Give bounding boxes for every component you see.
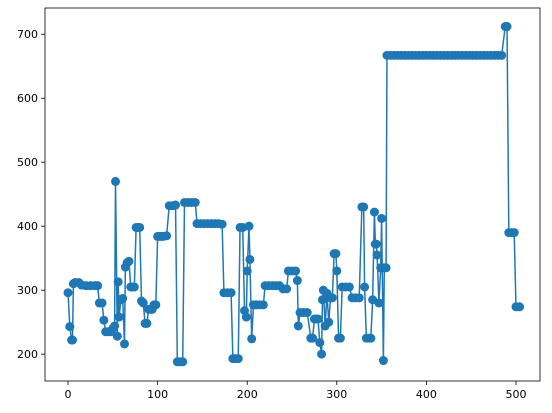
marker — [258, 300, 268, 310]
marker — [65, 322, 75, 332]
marker — [360, 282, 370, 292]
marker — [335, 333, 345, 343]
marker — [226, 288, 236, 298]
marker — [317, 349, 327, 359]
marker — [331, 249, 341, 259]
marker — [308, 333, 318, 343]
marker — [68, 335, 78, 345]
marker — [366, 333, 376, 343]
marker — [171, 200, 181, 210]
y-tick-label: 400 — [17, 220, 38, 233]
marker — [241, 312, 251, 322]
y-tick-label: 600 — [17, 92, 38, 105]
marker — [317, 295, 327, 305]
marker — [114, 312, 124, 322]
marker — [369, 207, 379, 217]
x-tick-label: 200 — [237, 388, 258, 401]
marker — [293, 321, 303, 331]
marker — [497, 50, 507, 60]
marker — [111, 176, 121, 186]
marker — [244, 221, 254, 231]
marker — [129, 282, 139, 292]
marker — [63, 288, 73, 298]
marker — [124, 256, 134, 266]
plot-frame — [44, 7, 541, 382]
marker — [190, 197, 200, 207]
marker — [374, 298, 384, 308]
marker — [292, 276, 302, 286]
marker — [99, 315, 109, 325]
marker — [242, 266, 252, 276]
marker — [324, 317, 334, 327]
marker — [142, 318, 152, 328]
marker — [302, 308, 312, 318]
y-tick-label: 700 — [17, 28, 38, 41]
marker — [282, 284, 292, 294]
marker — [327, 293, 337, 303]
x-tick-label: 0 — [65, 388, 72, 401]
marker — [135, 222, 145, 232]
marker — [377, 213, 387, 223]
marker — [118, 293, 128, 303]
marker — [247, 334, 257, 344]
marker — [509, 228, 519, 238]
x-tick-label: 100 — [147, 388, 168, 401]
marker — [515, 302, 525, 312]
marker — [332, 266, 342, 276]
line — [67, 25, 520, 363]
marker — [112, 331, 122, 341]
y-tick-label: 300 — [17, 284, 38, 297]
marker — [378, 356, 388, 366]
y-tick-label: 200 — [17, 348, 38, 361]
marker — [119, 339, 129, 349]
marker — [344, 282, 354, 292]
marker — [245, 254, 255, 264]
marker — [372, 250, 382, 260]
marker — [381, 263, 391, 273]
marker — [110, 321, 120, 331]
marker — [371, 239, 381, 249]
x-tick-label: 300 — [326, 388, 347, 401]
marker — [359, 202, 369, 212]
marker — [315, 338, 325, 348]
y-tick-label: 500 — [17, 156, 38, 169]
marker — [233, 354, 243, 364]
marker — [354, 293, 364, 303]
marker — [217, 219, 227, 229]
marker — [178, 357, 188, 367]
x-tick-label: 400 — [416, 388, 437, 401]
marker — [113, 277, 123, 287]
marker — [313, 314, 323, 324]
marker — [291, 266, 301, 276]
marker — [93, 281, 103, 291]
marker — [151, 300, 161, 310]
marker — [162, 231, 172, 241]
marker — [502, 22, 512, 32]
x-tick-label: 500 — [505, 388, 526, 401]
marker — [97, 298, 107, 308]
marker — [138, 298, 148, 308]
